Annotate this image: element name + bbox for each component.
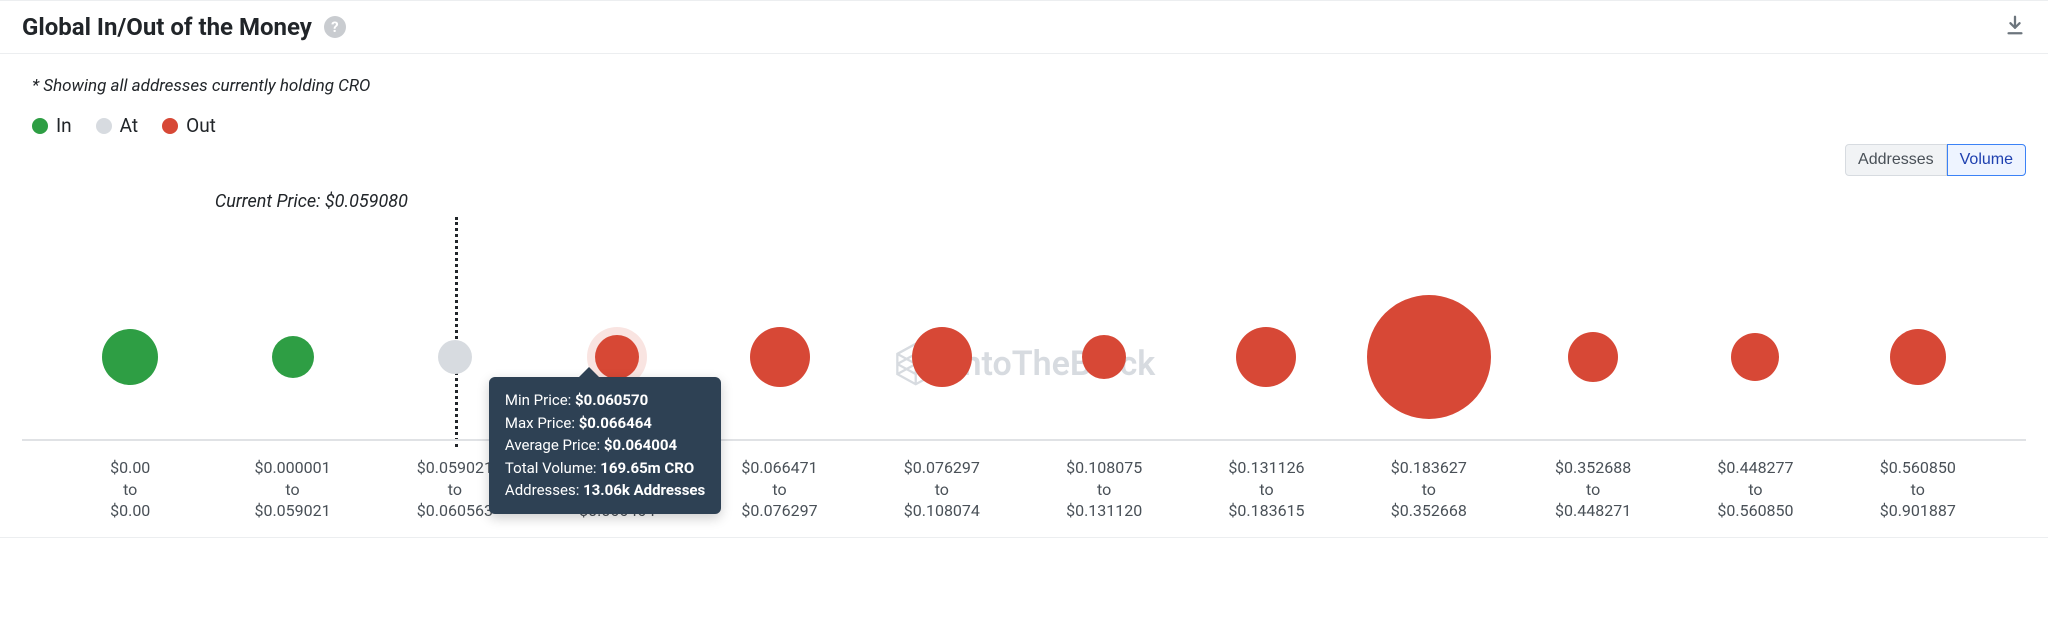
bubble[interactable] (438, 340, 472, 374)
legend-in-label: In (56, 114, 72, 137)
help-icon[interactable]: ? (324, 16, 346, 38)
baseline (22, 439, 2026, 441)
giom-panel: Global In/Out of the Money ? * Showing a… (0, 0, 2048, 538)
axis-tick: $0.066471to$0.076297 (741, 457, 817, 522)
axis-tick: $0.108075to$0.131120 (1066, 457, 1142, 522)
bubble[interactable] (912, 327, 972, 387)
current-price-line (455, 217, 458, 447)
bubble[interactable] (595, 335, 639, 379)
legend-in-dot (32, 118, 48, 134)
panel-title: Global In/Out of the Money (22, 13, 312, 41)
bubble[interactable] (1731, 333, 1779, 381)
tooltip: Min Price: $0.060570Max Price: $0.066464… (489, 377, 721, 514)
bubble[interactable] (1082, 335, 1126, 379)
bubble[interactable] (1236, 327, 1296, 387)
axis-tick: $0.076297to$0.108074 (904, 457, 980, 522)
legend-out-label: Out (186, 114, 216, 137)
axis-tick: $0.448277to$0.560850 (1717, 457, 1793, 522)
legend: In At Out (32, 114, 2026, 137)
axis-tick: $0.131126to$0.183615 (1228, 457, 1304, 522)
axis-tick: $0.183627to$0.352668 (1391, 457, 1467, 522)
metric-toggle: Addresses Volume (1845, 144, 2026, 176)
axis-tick: $0.00to$0.00 (110, 457, 150, 522)
chart-area: IntoTheBlock Current Price: $0.059080 $0… (22, 177, 2026, 517)
bubble[interactable] (750, 327, 810, 387)
legend-out[interactable]: Out (162, 114, 216, 137)
bubble[interactable] (102, 329, 158, 385)
legend-at-dot (96, 118, 112, 134)
toggle-addresses[interactable]: Addresses (1845, 144, 1947, 176)
current-price-label: Current Price: $0.059080 (215, 191, 408, 212)
axis-tick: $0.059021to$0.060563 (417, 457, 493, 522)
bubble[interactable] (1890, 329, 1946, 385)
panel-header: Global In/Out of the Money ? (0, 1, 2048, 54)
legend-in[interactable]: In (32, 114, 72, 137)
toggle-volume[interactable]: Volume (1947, 144, 2026, 176)
note-text: * Showing all addresses currently holdin… (32, 76, 2026, 96)
legend-at[interactable]: At (96, 114, 138, 137)
axis-tick: $0.000001to$0.059021 (254, 457, 330, 522)
legend-out-dot (162, 118, 178, 134)
axis-tick: $0.352688to$0.448271 (1555, 457, 1631, 522)
axis-tick: $0.560850to$0.901887 (1880, 457, 1956, 522)
download-icon[interactable] (2004, 14, 2026, 40)
panel-body: * Showing all addresses currently holdin… (0, 54, 2048, 537)
bubble[interactable] (272, 336, 314, 378)
legend-at-label: At (120, 114, 138, 137)
bubble[interactable] (1568, 332, 1618, 382)
bubble[interactable] (1367, 295, 1491, 419)
